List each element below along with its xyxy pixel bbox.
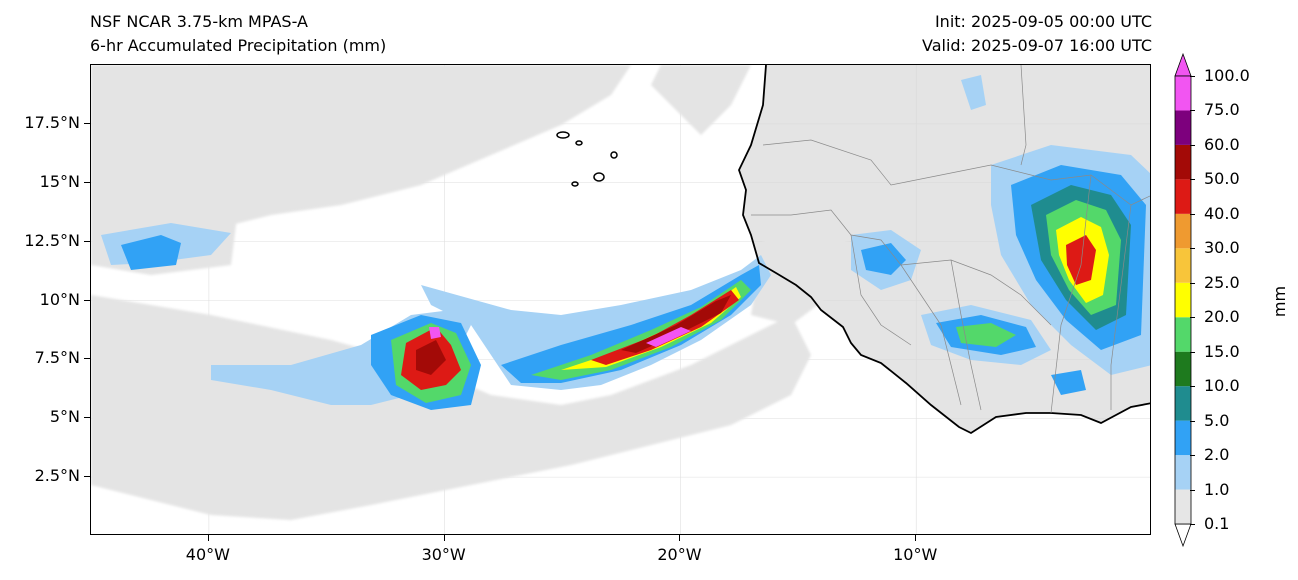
lon-label: 30°W	[421, 545, 466, 564]
colorbar-level-label: 20.0	[1204, 307, 1240, 327]
lat-label: 7.5°N	[34, 348, 80, 368]
lon-label: 20°W	[657, 545, 702, 564]
cabo-verde-islands	[556, 131, 618, 187]
colorbar-segment	[1175, 455, 1191, 490]
lon-label: 10°W	[893, 545, 938, 564]
lat-tick	[84, 476, 90, 478]
colorbar-tick	[1190, 524, 1195, 525]
country-borders	[751, 65, 1150, 414]
lat-label: 10°N	[39, 289, 80, 309]
colorbar-segment	[1175, 282, 1191, 318]
precip-band	[101, 75, 1150, 410]
lon-label: 40°W	[185, 545, 230, 564]
colorbar-segment	[1175, 386, 1191, 421]
colorbar-tick	[1190, 213, 1195, 215]
africa-coastline	[738, 65, 1150, 435]
colorbar-extend-max	[1174, 52, 1192, 77]
colorbar-level-label: 10.0	[1204, 376, 1240, 396]
colorbar-segment	[1175, 144, 1191, 180]
colorbar-tick	[1190, 76, 1195, 77]
colorbar-segment	[1175, 179, 1191, 214]
colorbar-tick	[1190, 351, 1195, 353]
colorbar-segment	[1175, 489, 1191, 524]
map-panel	[90, 64, 1151, 535]
lon-tick	[207, 535, 209, 541]
colorbar-level-label: 50.0	[1204, 169, 1240, 189]
lat-label: 15°N	[39, 171, 80, 191]
colorbar-level-label: 25.0	[1204, 272, 1240, 292]
colorbar-tick	[1190, 386, 1195, 388]
lon-tick	[443, 535, 445, 541]
lat-tick	[84, 122, 90, 124]
colorbar-tick	[1190, 489, 1195, 491]
colorbar-level-label: 15.0	[1204, 341, 1240, 361]
colorbar-tick	[1190, 455, 1195, 457]
colorbar-tick	[1190, 110, 1195, 112]
lat-tick	[84, 299, 90, 301]
lon-tick	[915, 535, 917, 541]
init-time: Init: 2025-09-05 00:00 UTC	[934, 12, 1152, 31]
lat-label: 17.5°N	[24, 112, 80, 132]
colorbar-level-label: 1.0	[1204, 479, 1230, 499]
colorbar-level-label: 30.0	[1204, 238, 1240, 258]
valid-time: Valid: 2025-09-07 16:00 UTC	[921, 36, 1152, 55]
colorbar-level-label: 0.1	[1204, 514, 1230, 533]
colorbar-segment	[1175, 110, 1191, 145]
colorbar-tick	[1190, 179, 1195, 181]
field-title: 6-hr Accumulated Precipitation (mm)	[90, 36, 387, 55]
colorbar-segment	[1175, 248, 1191, 283]
lat-tick	[84, 181, 90, 183]
lat-label: 2.5°N	[34, 466, 80, 486]
lat-tick	[84, 240, 90, 242]
colorbar-segment	[1175, 317, 1191, 352]
colorbar-level-label: 100.0	[1204, 66, 1250, 85]
colorbar-tick	[1190, 248, 1195, 250]
colorbar-segment	[1175, 76, 1191, 111]
lon-tick	[679, 535, 681, 541]
colorbar-tick	[1190, 317, 1195, 319]
colorbar-frame	[1174, 75, 1192, 525]
lat-label: 5°N	[49, 407, 80, 427]
colorbar-level-label: 5.0	[1204, 410, 1230, 430]
colorbar-extend-min	[1174, 523, 1192, 548]
colorbar-tick	[1190, 282, 1195, 284]
colorbar-level-label: 2.0	[1204, 445, 1230, 465]
lat-label: 12.5°N	[24, 230, 80, 250]
colorbar-segment	[1175, 420, 1191, 456]
colorbar-tick	[1190, 420, 1195, 422]
lat-tick	[84, 358, 90, 360]
precip-map	[91, 65, 1150, 534]
colorbar-level-label: 40.0	[1204, 203, 1240, 223]
model-title: NSF NCAR 3.75-km MPAS-A	[90, 12, 308, 31]
colorbar-segment	[1175, 213, 1191, 249]
colorbar-level-label: 75.0	[1204, 100, 1240, 120]
colorbar	[1174, 52, 1192, 548]
colorbar-segment	[1175, 351, 1191, 387]
colorbar-tick	[1190, 144, 1195, 146]
lat-tick	[84, 417, 90, 419]
colorbar-level-label: 60.0	[1204, 134, 1240, 154]
colorbar-unit-label: mm	[1270, 285, 1290, 318]
